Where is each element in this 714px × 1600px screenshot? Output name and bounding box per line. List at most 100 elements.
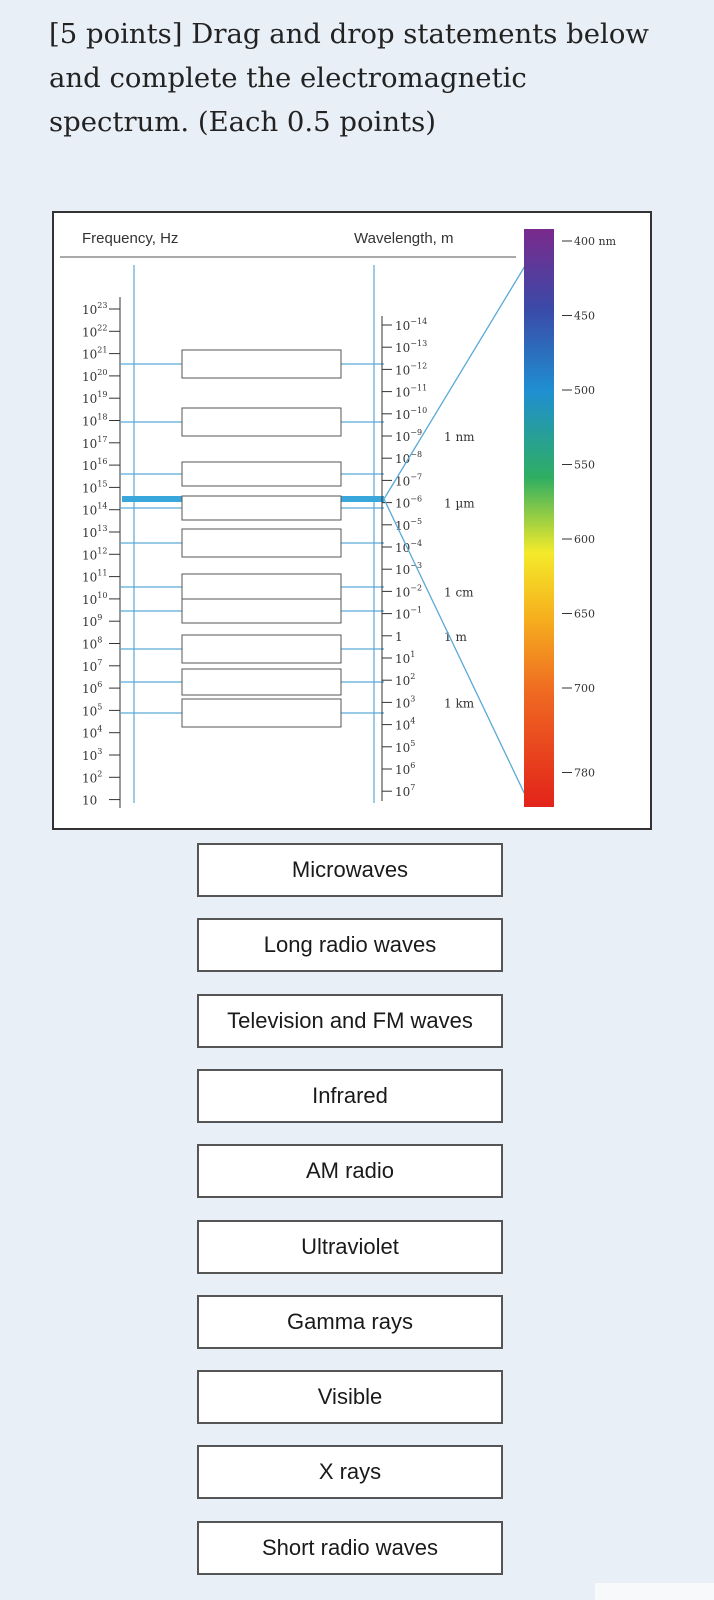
frequency-exponent: 11 xyxy=(97,569,107,578)
visible-scale-label: 550 xyxy=(574,459,595,472)
frequency-exponent: 16 xyxy=(97,457,107,466)
frequency-label: 1016 xyxy=(82,457,107,473)
drag-option[interactable]: Microwaves xyxy=(197,843,503,897)
frequency-exponent: 23 xyxy=(97,301,107,310)
wavelength-exponent: 1 xyxy=(410,650,415,659)
visible-scale-label: 700 xyxy=(574,682,595,695)
drag-option[interactable]: Long radio waves xyxy=(197,918,503,973)
drop-slot[interactable] xyxy=(181,634,342,664)
frequency-label: 1012 xyxy=(82,546,107,562)
wavelength-label: 106 xyxy=(395,761,415,777)
wavelength-exponent: −7 xyxy=(410,472,422,481)
visible-scale-label: 600 xyxy=(574,533,595,546)
frequency-label: 1017 xyxy=(82,435,107,451)
drag-option[interactable]: AM radio xyxy=(197,1144,503,1199)
wavelength-header: Wavelength, m xyxy=(354,230,454,247)
frequency-label: 1018 xyxy=(82,413,107,429)
wavelength-exponent: −5 xyxy=(410,517,422,526)
drop-slot[interactable] xyxy=(181,407,342,437)
wavelength-exponent: 6 xyxy=(410,761,415,770)
frequency-exponent: 9 xyxy=(97,613,102,622)
visible-scale-label: 650 xyxy=(574,608,595,621)
frequency-label: 1021 xyxy=(82,346,107,362)
wavelength-exponent: 4 xyxy=(410,717,415,726)
wavelength-exponent: 5 xyxy=(410,739,415,748)
wavelength-exponent: −14 xyxy=(410,317,427,326)
frequency-label: 1011 xyxy=(82,569,107,585)
drag-option[interactable]: X rays xyxy=(197,1445,503,1500)
frequency-exponent: 12 xyxy=(97,546,107,555)
wavelength-label: 10−11 xyxy=(395,384,427,400)
frequency-exponent: 5 xyxy=(97,702,102,711)
drag-option[interactable]: Gamma rays xyxy=(197,1294,503,1349)
frequency-label: 104 xyxy=(82,725,102,741)
frequency-exponent: 18 xyxy=(97,413,107,422)
drop-slots[interactable] xyxy=(181,349,342,728)
drop-slot[interactable] xyxy=(181,528,342,558)
drop-slot[interactable] xyxy=(181,668,342,696)
frequency-label: 105 xyxy=(82,702,102,718)
frequency-label: 1013 xyxy=(82,524,107,540)
wavelength-exponent: −11 xyxy=(410,384,427,393)
frequency-exponent: 6 xyxy=(97,680,102,689)
wavelength-unit-label: 1 µm xyxy=(444,497,475,511)
wavelength-exponent: −12 xyxy=(410,361,427,370)
frequency-exponent: 22 xyxy=(97,323,107,332)
wavelength-label: 104 xyxy=(395,717,415,733)
frequency-label: 1022 xyxy=(82,323,107,339)
frequency-label: 1019 xyxy=(82,390,107,406)
wavelength-exponent: −1 xyxy=(410,606,422,615)
frequency-label: 10 xyxy=(82,794,97,808)
wavelength-label: 103 xyxy=(395,694,415,710)
wavelength-label: 1 xyxy=(395,630,403,644)
wavelength-unit-label: 1 km xyxy=(444,696,475,710)
frequency-exponent: 13 xyxy=(97,524,107,533)
wavelength-exponent: 2 xyxy=(410,672,415,681)
wavelength-label: 10−6 xyxy=(395,495,422,511)
drag-option[interactable]: Short radio waves xyxy=(197,1520,503,1575)
frequency-scale: 1023102210211020101910181017101610151014… xyxy=(82,301,120,808)
drag-option[interactable]: Ultraviolet xyxy=(197,1219,503,1274)
drop-slot[interactable] xyxy=(181,573,342,601)
frequency-exponent: 14 xyxy=(97,502,107,511)
wavelength-label: 102 xyxy=(395,672,415,688)
em-spectrum-figure: Frequency, Hz Wavelength, m 1023 1022 1021… xyxy=(52,211,652,830)
visible-fan-line-top xyxy=(383,260,529,500)
wavelength-unit-label: 1 m xyxy=(444,630,467,644)
frequency-exponent: 7 xyxy=(97,658,102,667)
frequency-label: 103 xyxy=(82,747,102,763)
frequency-header: Frequency, Hz xyxy=(82,230,178,247)
visible-spectrum-bar xyxy=(524,229,554,807)
drop-slot[interactable] xyxy=(181,349,342,379)
wavelength-exponent: −2 xyxy=(410,583,422,592)
frequency-exponent: 10 xyxy=(97,591,107,600)
drop-slot[interactable] xyxy=(181,495,342,521)
drop-slot[interactable] xyxy=(181,598,342,624)
frequency-exponent: 2 xyxy=(97,769,102,778)
wavelength-exponent: −8 xyxy=(410,450,422,459)
wavelength-exponent: −10 xyxy=(410,406,427,415)
drag-option[interactable]: Visible xyxy=(197,1370,503,1425)
drag-option[interactable]: Infrared xyxy=(197,1068,503,1123)
wavelength-label: 107 xyxy=(395,783,415,799)
wavelength-label: 10−13 xyxy=(395,339,427,355)
wavelength-label: 10−4 xyxy=(395,539,422,555)
em-spectrum-diagram: Frequency, Hz Wavelength, m 102310221021… xyxy=(60,229,617,808)
wavelength-exponent: 3 xyxy=(410,694,415,703)
wavelength-label: 101 xyxy=(395,650,415,666)
visible-scale-label: 400 nm xyxy=(574,235,617,248)
wavelength-exponent: −6 xyxy=(410,495,422,504)
bracket-lines xyxy=(120,265,384,803)
wavelength-label: 10−1 xyxy=(395,606,422,622)
frequency-exponent: 17 xyxy=(97,435,107,444)
wavelength-exponent: −4 xyxy=(410,539,422,548)
visible-fan-line-bottom xyxy=(383,498,529,802)
drag-option[interactable]: Television and FM waves xyxy=(197,993,503,1048)
wavelength-label: 10−14 xyxy=(395,317,427,333)
question-title: [5 points] Drag and drop statements belo… xyxy=(49,18,649,138)
wavelength-scale: 10−1410−1310−1210−1110−1010−910−810−710−… xyxy=(382,317,475,799)
drop-slot[interactable] xyxy=(181,698,342,728)
frequency-exponent: 3 xyxy=(97,747,102,756)
drop-slot[interactable] xyxy=(181,461,342,487)
frequency-exponent: 8 xyxy=(97,636,102,645)
